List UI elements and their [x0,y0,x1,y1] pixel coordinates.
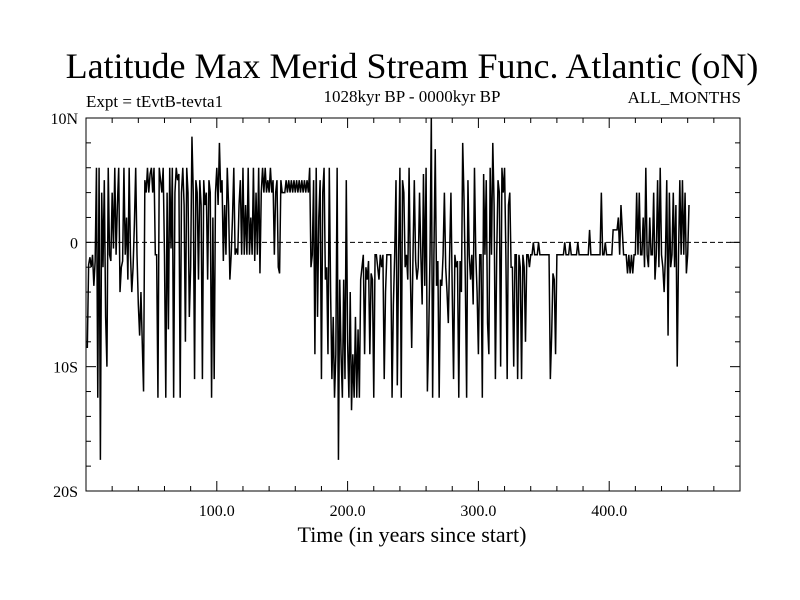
x-tick-label: 300.0 [460,503,496,520]
y-tick-label: 10S [53,360,78,377]
x-tick-label: 100.0 [199,503,235,520]
x-axis-label: Time (in years since start) [298,522,527,547]
time-range-label: 1028kyr BP - 0000kyr BP [324,87,501,106]
series-line-0 [86,117,690,460]
y-tick-label: 20S [53,484,78,501]
chart-title: Latitude Max Merid Stream Func. Atlantic… [66,46,759,86]
plot-frame [85,117,741,492]
y-tick-label: 0 [70,235,78,252]
series-layer [86,117,690,460]
axes: 100.0 200.0 300.0 400.0 10N 0 10S 20S [50,111,741,520]
months-label: ALL_MONTHS [628,88,741,107]
y-tick-label: 10N [50,111,78,128]
x-tick-label: 400.0 [591,503,627,520]
x-tick-label: 200.0 [330,503,366,520]
experiment-label: Expt = tEvtB-tevta1 [86,92,223,111]
